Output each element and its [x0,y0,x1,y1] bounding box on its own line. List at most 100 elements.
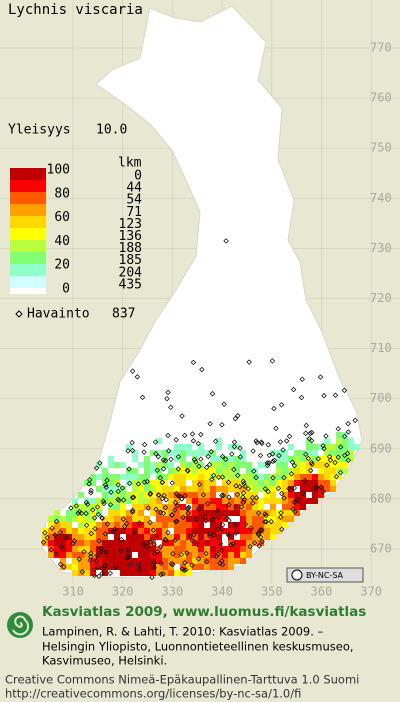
cell [156,462,162,468]
cell [198,510,204,516]
observation [219,453,226,460]
observation [154,548,161,555]
observation [217,541,224,547]
cell [168,498,174,504]
cell [264,474,270,480]
observation [185,510,191,517]
observation [344,450,351,457]
observation [165,432,171,439]
cell [180,456,186,462]
observation [172,499,179,506]
cell [180,444,186,450]
cell [174,522,180,528]
cell [204,558,210,564]
cell [180,486,186,492]
cell [192,534,198,540]
cell [234,546,240,552]
cell [300,498,306,504]
observation [150,527,157,533]
cell [180,534,186,540]
observation [253,474,259,481]
cell [192,468,198,474]
observation [102,531,109,537]
cell [168,564,174,570]
cell [198,444,204,450]
cell [102,528,108,534]
cell [168,522,174,528]
cell [138,522,144,528]
observation [251,540,258,546]
cell [336,468,342,474]
observation [189,431,196,437]
observation [269,451,276,457]
cell [252,474,258,480]
cell [204,486,210,492]
cell [276,480,282,486]
cell [120,528,126,534]
cell [288,480,294,486]
observation [120,497,127,503]
observation [279,490,285,497]
observation [175,466,182,472]
observation [198,456,204,462]
observation [259,527,265,533]
cell [144,474,150,480]
count-label: 435 [119,277,142,292]
cell [318,444,324,450]
cell [84,570,90,576]
observation [86,481,92,487]
cell [210,498,216,504]
cell [132,546,138,552]
cell [132,492,138,498]
cell [144,558,150,564]
cell [234,486,240,492]
observation [198,431,204,438]
observation [153,506,159,512]
cell [108,546,114,552]
cell [72,552,78,558]
cell [72,516,78,522]
northing-label: 730 [370,241,392,255]
cell [246,540,252,546]
cell [108,510,114,516]
cell [168,462,174,468]
observation [234,491,241,498]
observation [160,466,167,472]
cell [270,528,276,534]
cell [102,492,108,498]
cell [138,474,144,480]
cell [324,450,330,456]
legend-swatch [10,264,46,276]
cell [228,558,234,564]
cell [66,564,72,570]
cell [318,468,324,474]
cell [114,528,120,534]
cell [312,474,318,480]
cell [108,462,114,468]
observation [91,572,98,579]
observation [302,477,308,484]
observation [175,454,182,460]
cell [222,564,228,570]
observation [321,445,327,452]
observation [129,509,136,515]
cell [228,528,234,534]
observation-markers [40,238,358,581]
cell [228,534,234,540]
cell [300,486,306,492]
cell [168,510,174,516]
cell [210,522,216,528]
observation [57,561,64,567]
observation [257,527,264,533]
cell [288,498,294,504]
legend-swatch [10,240,46,252]
cell [114,510,120,516]
cell [258,462,264,468]
cell [174,444,180,450]
observation [309,429,315,436]
observation [156,492,162,498]
observation [221,401,227,407]
cell [54,522,60,528]
observation [278,402,285,408]
